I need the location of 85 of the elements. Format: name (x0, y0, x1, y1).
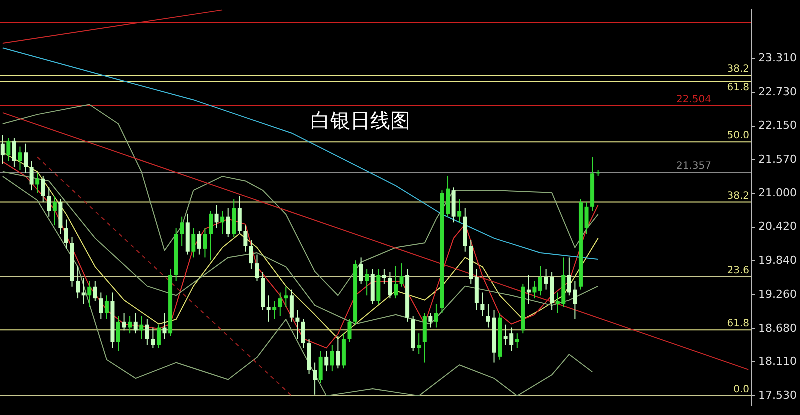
candlestick (244, 225, 248, 252)
candlestick (330, 344, 334, 372)
candlestick (52, 196, 57, 226)
candlestick (203, 228, 208, 258)
candlestick (47, 187, 52, 218)
candlestick (296, 310, 300, 340)
candlestick (238, 196, 242, 235)
candlestick (313, 362, 318, 396)
candlestick (348, 318, 352, 343)
y-tick-label: 18.680 (758, 322, 798, 335)
annotation: 23.6 (727, 266, 750, 277)
candlestick (41, 175, 46, 203)
candlestick (104, 295, 109, 320)
candlestick (515, 333, 520, 349)
y-tick-label: 21.000 (758, 186, 798, 200)
candlestick (197, 230, 202, 256)
candlestick (318, 350, 323, 384)
candlestick (532, 280, 537, 300)
candlestick (128, 316, 132, 334)
y-tick-label: 23.310 (758, 51, 798, 64)
candlestick (36, 172, 40, 194)
candlestick (301, 318, 306, 349)
candlestick (30, 160, 34, 192)
candlestick (394, 266, 398, 300)
candlestick (122, 312, 126, 332)
candlestick (584, 202, 589, 235)
candlestick (255, 254, 260, 282)
candlestick (6, 138, 11, 162)
candlestick (24, 143, 28, 174)
candlestick (336, 336, 340, 370)
candlestick (76, 266, 80, 300)
candlestick (486, 304, 490, 328)
candlestick (226, 208, 230, 238)
annotation: 61.8 (727, 82, 750, 94)
candlestick (140, 316, 144, 340)
annotation: 38.2 (727, 64, 750, 76)
candlestick (249, 240, 254, 270)
annotation: 38.2 (727, 190, 750, 202)
y-tick-label: 18.110 (758, 355, 798, 368)
candlestick (18, 146, 22, 171)
y-tick-label: 22.730 (758, 85, 798, 98)
candlestick (99, 292, 104, 320)
candlestick (134, 312, 138, 334)
annotation: 0.0 (734, 384, 750, 396)
candlestick (388, 272, 392, 300)
y-tick-label: 19.260 (758, 288, 798, 301)
annotation: 50.0 (727, 130, 750, 142)
candlestick (64, 219, 68, 250)
candlestick (88, 280, 92, 308)
candlestick (480, 292, 485, 317)
y-tick-label: 20.420 (758, 220, 798, 234)
candlestick (428, 312, 433, 328)
y-tick-label: 17.530 (758, 388, 798, 402)
candlestick (220, 210, 225, 235)
y-tick-label: 21.570 (758, 153, 798, 166)
candlestick (209, 210, 213, 262)
candlestick (151, 327, 156, 349)
candlestick (12, 138, 16, 168)
ref-line-label: 21.357 (676, 161, 712, 172)
candlestick (458, 198, 462, 224)
annotation: 61.8 (727, 318, 750, 330)
candlestick (82, 278, 86, 305)
candlestick (278, 292, 282, 317)
candlestick (365, 268, 370, 296)
y-tick-label: 22.150 (758, 119, 798, 132)
candlestick (400, 263, 404, 288)
candlestick (290, 289, 294, 322)
candlestick (156, 324, 161, 349)
candlestick (192, 228, 196, 258)
candlestick (434, 304, 438, 328)
candlestick (145, 318, 150, 346)
text: 白银日线图 (310, 108, 411, 133)
candlestick (162, 312, 167, 340)
candlestick (116, 316, 121, 352)
candlestick (93, 280, 98, 302)
candlestick (538, 266, 543, 296)
y-tick-label: 19.840 (758, 254, 798, 268)
candlestick (284, 286, 288, 308)
candlestick (214, 204, 219, 230)
candlestick (0, 134, 5, 165)
candlestick (359, 257, 364, 284)
candlestick (382, 268, 386, 284)
ref-line-label: 22.504 (676, 94, 712, 106)
candlestick (180, 216, 184, 247)
candlestick (324, 350, 329, 372)
